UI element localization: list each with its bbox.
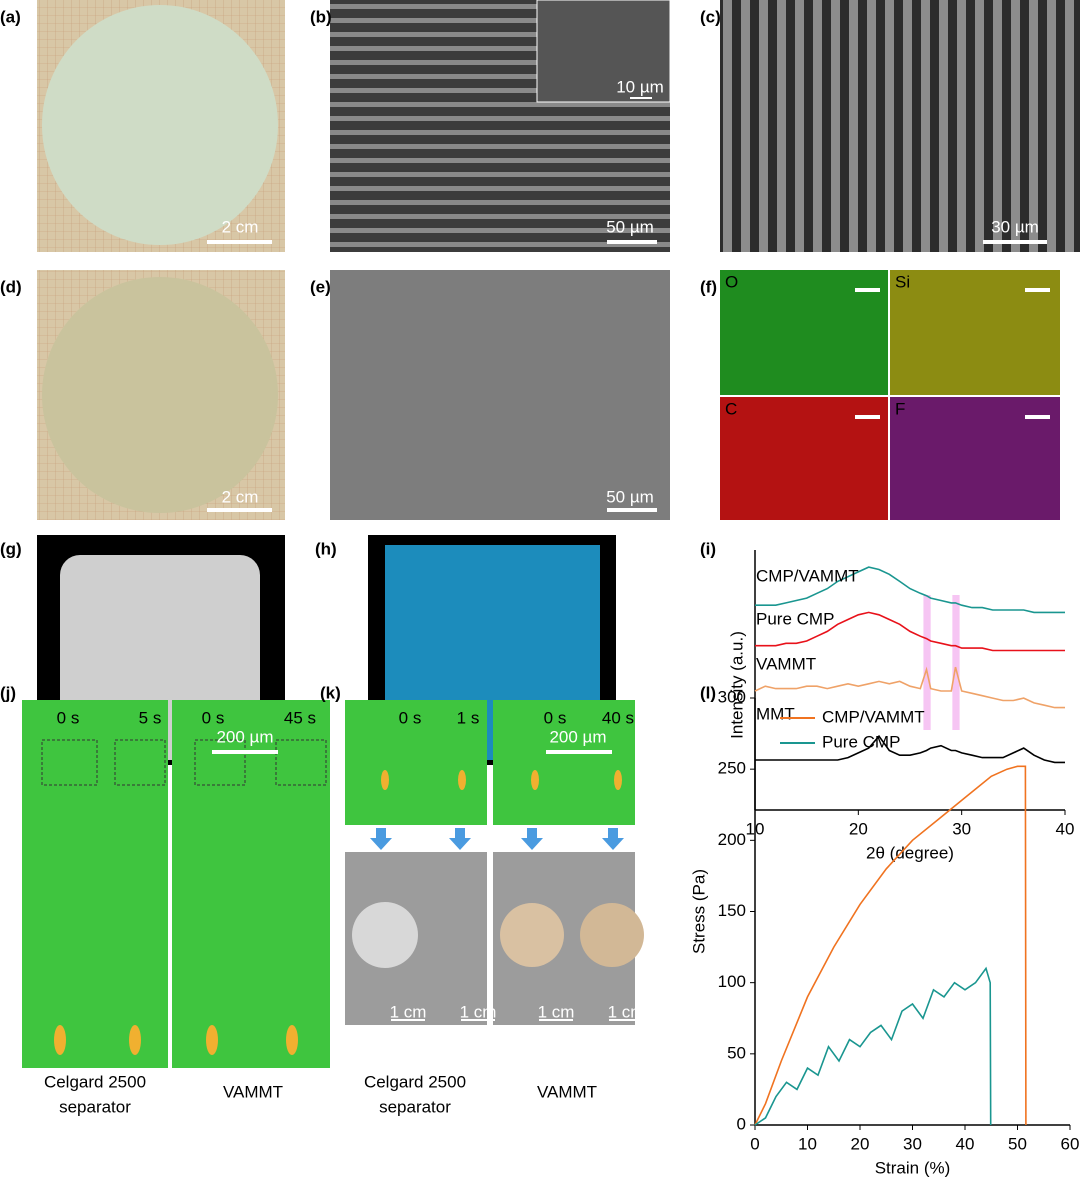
highlight-band <box>952 595 960 730</box>
y-tick-label: 200 <box>718 830 746 849</box>
x-tick-label: 30 <box>952 819 971 838</box>
element-label: C <box>725 399 737 418</box>
caption: VAMMT <box>223 1082 283 1101</box>
y-tick-label: 50 <box>727 1043 746 1062</box>
y-axis-label: Intensity (a.u.) <box>727 631 746 739</box>
caption: separator <box>59 1097 131 1116</box>
scale-bar-label: 1 cm <box>608 1002 645 1021</box>
x-tick-label: 0 <box>750 1134 759 1153</box>
panel-label: (f) <box>700 277 717 296</box>
x-tick-label: 40 <box>956 1134 975 1153</box>
time-label: 0 s <box>544 708 567 727</box>
series-label: CMP/VAMMT <box>756 566 859 585</box>
panel-label: (k) <box>320 683 341 702</box>
panel-label: (g) <box>0 539 22 558</box>
caption: Celgard 2500 <box>44 1072 146 1091</box>
legend-label: CMP/VAMMT <box>822 707 925 726</box>
x-tick-label: 60 <box>1061 1134 1080 1153</box>
x-tick-label: 20 <box>851 1134 870 1153</box>
sem-c <box>720 0 1080 252</box>
scale-bar-label: 2 cm <box>222 487 259 506</box>
caption: VAMMT <box>537 1082 597 1101</box>
x-axis-label: Strain (%) <box>875 1158 951 1177</box>
highlight-band <box>923 595 931 730</box>
time-label: 0 s <box>399 708 422 727</box>
photo-k <box>345 700 487 825</box>
series-line <box>755 734 1065 764</box>
panel-label: (a) <box>0 7 21 26</box>
panel-label: (h) <box>315 539 337 558</box>
y-tick-label: 0 <box>737 1114 746 1133</box>
membrane <box>42 5 278 245</box>
scale-bar-label: 1 cm <box>538 1002 575 1021</box>
series-line <box>755 611 1065 652</box>
sem-inset <box>536 0 671 103</box>
series-line <box>754 666 1065 709</box>
x-tick-label: 50 <box>1008 1134 1027 1153</box>
scale-bar-label: 200 µm <box>549 727 606 746</box>
panel-label: (l) <box>700 683 716 702</box>
flames <box>54 770 622 1055</box>
time-label: 40 s <box>602 708 634 727</box>
sample <box>580 903 644 967</box>
sample <box>500 903 564 967</box>
series-label: MMT <box>756 704 795 723</box>
panel-label: (d) <box>0 277 22 296</box>
series-line <box>754 765 1027 1126</box>
scale-bar-label: 50 µm <box>606 487 654 506</box>
x-tick-label: 30 <box>903 1134 922 1153</box>
x-axis-label: 2θ (degree) <box>866 843 954 862</box>
photo-k <box>493 700 635 825</box>
panel-label: (j) <box>0 683 16 702</box>
time-label: 5 s <box>139 708 162 727</box>
element-label: Si <box>895 272 910 291</box>
scale-bar-label: 200 µm <box>216 727 273 746</box>
x-tick-label: 10 <box>798 1134 817 1153</box>
arrows <box>370 828 624 850</box>
time-label: 0 s <box>57 708 80 727</box>
panel-label: (c) <box>700 7 721 26</box>
scale-bar-label: 2 cm <box>222 217 259 236</box>
scale-bar-label: 50 µm <box>606 217 654 236</box>
x-tick-label: 40 <box>1056 819 1075 838</box>
y-axis-label: Stress (Pa) <box>689 869 708 954</box>
series-line <box>755 566 1065 614</box>
panel-label: (e) <box>310 277 331 296</box>
x-tick-label: 20 <box>849 819 868 838</box>
photo-j <box>172 700 330 1068</box>
series-label: VAMMT <box>756 654 816 673</box>
sem-e <box>330 270 670 520</box>
scale-bar-label: 1 cm <box>390 1002 427 1021</box>
caption: Celgard 2500 <box>364 1072 466 1091</box>
sample <box>352 902 418 968</box>
zoom-boxes <box>41 739 327 786</box>
scale-bar-label: 30 µm <box>991 217 1039 236</box>
time-label: 45 s <box>284 708 316 727</box>
legend-label: Pure CMP <box>822 732 900 751</box>
series-label: Pure CMP <box>756 609 834 628</box>
time-label: 0 s <box>202 708 225 727</box>
y-tick-label: 250 <box>718 759 746 778</box>
element-label: O <box>725 272 738 291</box>
scale-bar-label: 1 cm <box>460 1002 497 1021</box>
y-tick-label: 300 <box>718 687 746 706</box>
series-line <box>754 966 992 1126</box>
membrane <box>42 277 278 513</box>
time-label: 1 s <box>457 708 480 727</box>
caption: separator <box>379 1097 451 1116</box>
scale-bar-label: 10 µm <box>616 77 664 96</box>
y-tick-label: 150 <box>718 901 746 920</box>
element-label: F <box>895 399 905 418</box>
photo-j <box>22 700 168 1068</box>
y-tick-label: 100 <box>718 972 746 991</box>
panel-label: (b) <box>310 7 332 26</box>
panel-label: (i) <box>700 539 716 558</box>
